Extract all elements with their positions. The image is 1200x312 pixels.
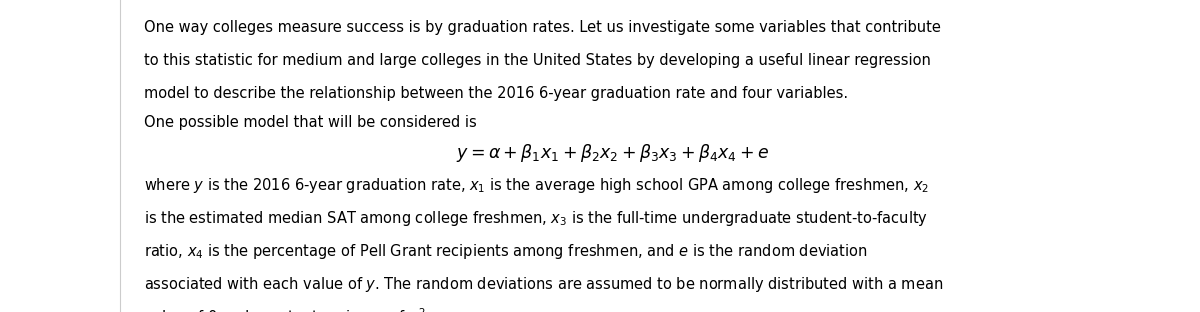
Text: One way colleges measure success is by graduation rates. Let us investigate some: One way colleges measure success is by g… <box>144 20 941 35</box>
Text: ratio, $x_4$ is the percentage of Pell Grant recipients among freshmen, and $e$ : ratio, $x_4$ is the percentage of Pell G… <box>144 242 868 261</box>
Text: where $y$ is the 2016 6-year graduation rate, $x_1$ is the average high school G: where $y$ is the 2016 6-year graduation … <box>144 176 929 195</box>
Text: is the estimated median SAT among college freshmen, $x_3$ is the full-time under: is the estimated median SAT among colleg… <box>144 209 928 228</box>
Text: $y = \alpha + \beta_1 x_1 + \beta_2 x_2 + \beta_3 x_3 + \beta_4 x_4 + e$: $y = \alpha + \beta_1 x_1 + \beta_2 x_2 … <box>456 142 769 164</box>
Text: One possible model that will be considered is: One possible model that will be consider… <box>144 115 476 130</box>
Text: associated with each value of $y$. The random deviations are assumed to be norma: associated with each value of $y$. The r… <box>144 275 943 294</box>
Text: to this statistic for medium and large colleges in the United States by developi: to this statistic for medium and large c… <box>144 53 931 68</box>
Text: model to describe the relationship between the 2016 6-year graduation rate and f: model to describe the relationship betwe… <box>144 86 848 101</box>
Text: value of 0 and constant variance of $\sigma^2$.: value of 0 and constant variance of $\si… <box>144 307 430 312</box>
